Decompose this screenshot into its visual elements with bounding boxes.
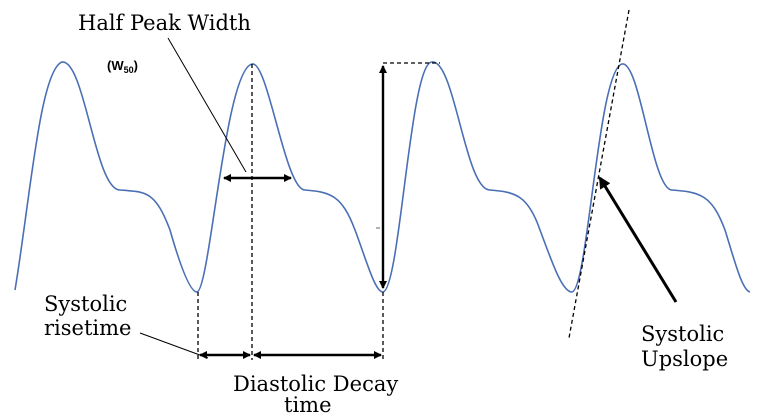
systolic-risetime-label-line2: risetime bbox=[44, 316, 131, 340]
risetime-leader-line bbox=[139, 332, 209, 359]
systolic-upslope-label-line2: Upslope bbox=[641, 347, 728, 371]
pulse-waveform bbox=[14, 61, 751, 293]
diastolic-decay-label-line2: time bbox=[284, 393, 332, 417]
w50-label: (W50) bbox=[107, 58, 138, 75]
half-peak-leader-line bbox=[167, 37, 247, 173]
diastolic-decay-label-line1: Diastolic Decay bbox=[233, 372, 398, 396]
half-peak-width-label: Half Peak Width bbox=[78, 11, 251, 35]
systolic-risetime-label-line1: Systolic bbox=[44, 292, 127, 316]
systolic-upslope-tangent bbox=[568, 9, 630, 339]
systolic-upslope-label-line1: Systolic bbox=[641, 322, 724, 346]
systolic-upslope-arrow bbox=[598, 176, 678, 303]
